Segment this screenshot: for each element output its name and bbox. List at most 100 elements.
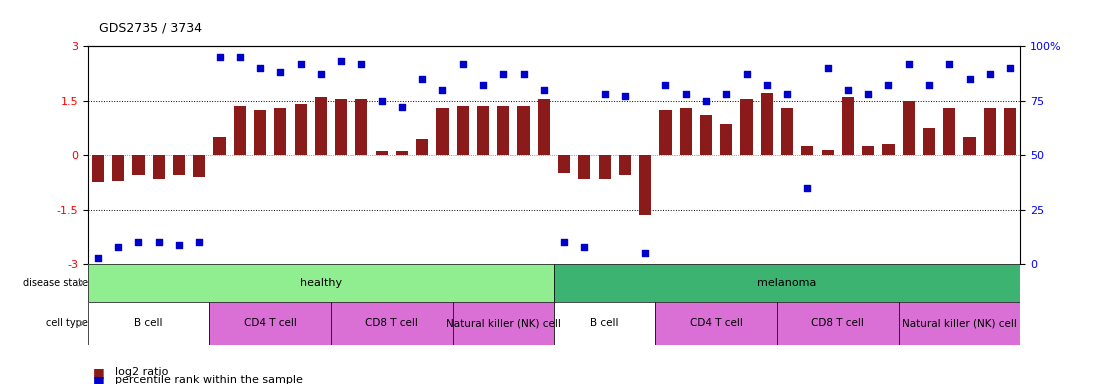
Point bbox=[880, 82, 897, 88]
Point bbox=[961, 76, 979, 82]
Bar bbox=[355, 99, 367, 155]
Bar bbox=[655, 301, 777, 345]
Bar bbox=[294, 104, 307, 155]
Bar bbox=[578, 155, 590, 179]
Point bbox=[535, 87, 553, 93]
Bar bbox=[680, 108, 692, 155]
Text: cell type: cell type bbox=[46, 318, 88, 328]
Text: CD8 T cell: CD8 T cell bbox=[812, 318, 864, 328]
Bar bbox=[801, 146, 814, 155]
Bar bbox=[721, 124, 733, 155]
Bar bbox=[331, 301, 453, 345]
Point bbox=[474, 82, 491, 88]
Point bbox=[859, 91, 877, 97]
Point bbox=[454, 60, 472, 66]
Bar bbox=[497, 106, 509, 155]
Bar bbox=[781, 108, 793, 155]
Point bbox=[129, 239, 147, 245]
Point bbox=[818, 65, 836, 71]
Text: ■: ■ bbox=[93, 374, 105, 384]
Bar bbox=[335, 99, 348, 155]
Bar bbox=[760, 93, 773, 155]
Bar bbox=[375, 151, 387, 155]
Text: log2 ratio: log2 ratio bbox=[115, 367, 169, 377]
Bar bbox=[416, 139, 428, 155]
Point bbox=[495, 71, 512, 78]
Point bbox=[191, 239, 208, 245]
Bar bbox=[152, 155, 165, 179]
Point bbox=[332, 58, 350, 65]
Bar bbox=[453, 301, 554, 345]
Point bbox=[150, 239, 168, 245]
Bar bbox=[777, 301, 898, 345]
Bar bbox=[234, 106, 246, 155]
Point bbox=[110, 243, 127, 250]
Bar bbox=[396, 151, 408, 155]
Bar bbox=[538, 99, 550, 155]
Bar bbox=[210, 301, 331, 345]
Point bbox=[981, 71, 998, 78]
Point bbox=[778, 91, 795, 97]
Bar bbox=[943, 108, 955, 155]
Bar bbox=[554, 301, 655, 345]
Point bbox=[717, 91, 735, 97]
Bar bbox=[214, 137, 226, 155]
Bar bbox=[554, 264, 1020, 301]
Point bbox=[211, 54, 228, 60]
Point bbox=[1002, 65, 1019, 71]
Point bbox=[677, 91, 694, 97]
Text: percentile rank within the sample: percentile rank within the sample bbox=[115, 375, 303, 384]
Bar bbox=[558, 155, 570, 173]
Point bbox=[231, 54, 249, 60]
Bar bbox=[173, 155, 185, 175]
Bar bbox=[88, 301, 210, 345]
Bar bbox=[659, 110, 671, 155]
Text: CD8 T cell: CD8 T cell bbox=[365, 318, 418, 328]
Point bbox=[251, 65, 269, 71]
Text: B cell: B cell bbox=[134, 318, 162, 328]
Bar bbox=[640, 155, 652, 215]
Point bbox=[698, 98, 715, 104]
Bar bbox=[315, 97, 327, 155]
Bar bbox=[133, 155, 145, 175]
Point bbox=[738, 71, 756, 78]
Point bbox=[272, 69, 290, 75]
Point bbox=[514, 71, 532, 78]
Point bbox=[758, 82, 776, 88]
Point bbox=[373, 98, 391, 104]
Bar bbox=[88, 264, 554, 301]
Point bbox=[89, 255, 106, 261]
Point bbox=[920, 82, 938, 88]
Text: healthy: healthy bbox=[299, 278, 342, 288]
Point bbox=[940, 60, 958, 66]
Point bbox=[414, 76, 431, 82]
Bar bbox=[898, 301, 1020, 345]
Bar bbox=[984, 108, 996, 155]
Text: CD4 T cell: CD4 T cell bbox=[690, 318, 743, 328]
Bar bbox=[700, 115, 712, 155]
Point bbox=[292, 60, 309, 66]
Point bbox=[839, 87, 857, 93]
Point bbox=[596, 91, 613, 97]
Bar bbox=[193, 155, 205, 177]
Bar bbox=[862, 146, 874, 155]
Bar bbox=[274, 108, 286, 155]
Point bbox=[576, 243, 593, 250]
Point bbox=[657, 82, 675, 88]
Text: Natural killer (NK) cell: Natural killer (NK) cell bbox=[445, 318, 561, 328]
Point bbox=[312, 71, 329, 78]
Bar bbox=[841, 97, 853, 155]
Text: CD4 T cell: CD4 T cell bbox=[244, 318, 296, 328]
Bar bbox=[740, 99, 753, 155]
Bar bbox=[456, 106, 468, 155]
Text: B cell: B cell bbox=[590, 318, 619, 328]
Bar bbox=[92, 155, 104, 182]
Text: melanoma: melanoma bbox=[757, 278, 817, 288]
Bar bbox=[599, 155, 611, 179]
Point bbox=[170, 242, 188, 248]
Text: disease state: disease state bbox=[23, 278, 88, 288]
Bar bbox=[518, 106, 530, 155]
Text: GDS2735 / 3734: GDS2735 / 3734 bbox=[99, 22, 202, 35]
Bar bbox=[882, 144, 894, 155]
Point bbox=[555, 239, 573, 245]
